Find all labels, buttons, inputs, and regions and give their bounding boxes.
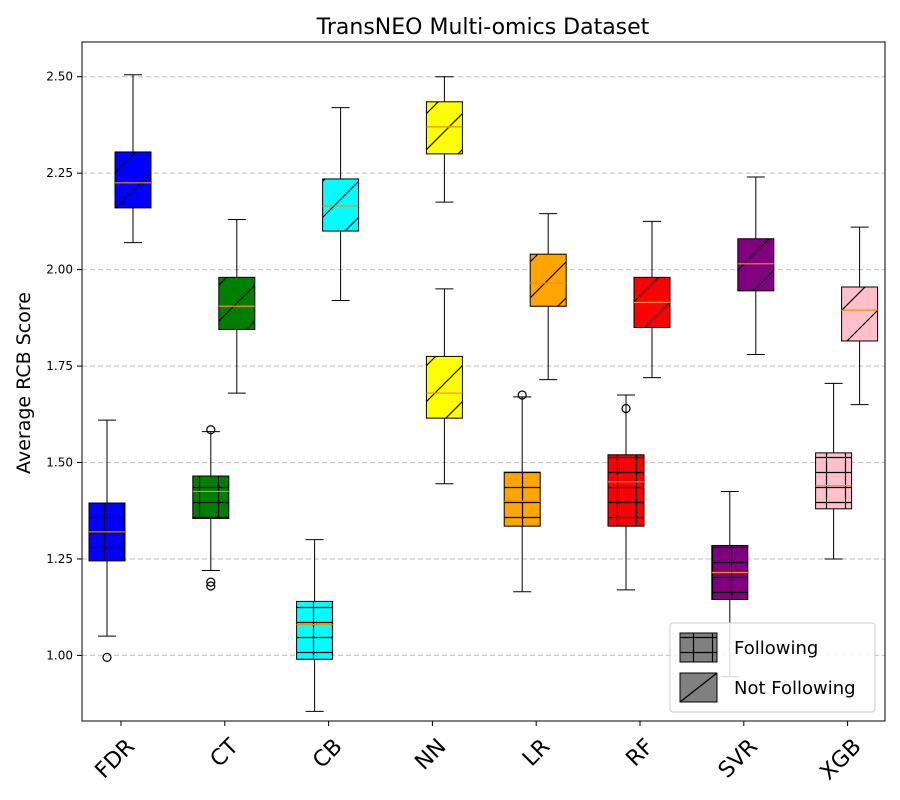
x-tick-label: CB xyxy=(308,734,347,773)
outlier-point xyxy=(621,403,631,414)
legend-item-following: Following xyxy=(679,632,818,663)
box-hatch xyxy=(607,454,645,527)
legend-label-following: Following xyxy=(734,638,818,659)
legend-hatch-not-following xyxy=(679,672,718,703)
box-hatch xyxy=(322,178,360,232)
box-lr-following xyxy=(503,390,541,593)
box-svr-not-following xyxy=(737,176,775,355)
plot-frame xyxy=(81,41,886,722)
x-tick-label: FDR xyxy=(91,734,140,783)
y-tick-label: 1.50 xyxy=(46,456,73,470)
box-hatch xyxy=(815,452,853,510)
y-tick-label: 1.25 xyxy=(46,552,73,566)
box-hatch xyxy=(503,471,541,527)
box-series xyxy=(88,74,879,712)
x-tick-label: LR xyxy=(518,734,555,771)
y-tick-label: 1.75 xyxy=(46,359,73,373)
box-hatch xyxy=(425,101,463,155)
y-gridlines xyxy=(82,76,885,656)
legend-label-not-following: Not Following xyxy=(734,678,856,699)
x-tick-label: NN xyxy=(410,734,451,775)
box-hatch xyxy=(114,151,152,209)
x-axis-ticks: FDR CT CB NN LR RF SVR XGB xyxy=(91,721,867,785)
box-cb-not-following xyxy=(322,107,360,301)
box-hatch xyxy=(425,355,463,419)
y-tick-label: 2.25 xyxy=(46,166,73,180)
x-tick-label: RF xyxy=(622,734,659,771)
x-tick-label: CT xyxy=(206,734,244,772)
legend-item-not-following: Not Following xyxy=(679,672,856,703)
box-ct-not-following xyxy=(218,218,256,394)
box-rf-following xyxy=(607,394,645,591)
chart-title: TransNEO Multi-omics Dataset xyxy=(316,15,650,40)
box-xgb-following xyxy=(815,382,853,560)
y-axis-label: Average RCB Score xyxy=(13,292,35,474)
y-tick-label: 2.50 xyxy=(46,70,73,84)
y-tick-label: 2.00 xyxy=(46,263,73,277)
box-hatch xyxy=(218,276,256,330)
box-xgb-not-following xyxy=(841,226,879,406)
box-nn-not-following xyxy=(425,288,463,485)
box-fdr-not-following xyxy=(114,74,152,244)
box-nn-not-following xyxy=(425,76,463,203)
box-hatch xyxy=(529,253,567,307)
outlier-point xyxy=(206,581,216,591)
outlier-point xyxy=(102,652,112,662)
outlier-point xyxy=(517,390,527,400)
legend-hatch-following xyxy=(680,633,717,662)
outlier-point xyxy=(206,577,216,587)
box-hatch xyxy=(192,475,230,519)
legend: Following Not Following xyxy=(669,622,876,713)
box-cb-following xyxy=(296,539,334,712)
y-tick-label: 1.00 xyxy=(46,648,73,662)
box-hatch xyxy=(296,600,334,660)
box-hatch xyxy=(841,286,879,342)
box-ct-following xyxy=(192,425,230,591)
legend-frame xyxy=(669,622,876,713)
outlier-point xyxy=(206,425,216,435)
x-tick-label: XGB xyxy=(816,734,867,785)
y-axis-ticks: 1.00 1.25 1.50 1.75 2.00 2.25 2.50 xyxy=(46,70,82,662)
box-hatch xyxy=(737,238,775,292)
box-fdr-following xyxy=(88,419,126,662)
x-tick-label: SVR xyxy=(714,734,763,783)
box-rf-not-following xyxy=(633,220,671,379)
box-lr-not-following xyxy=(529,213,567,381)
